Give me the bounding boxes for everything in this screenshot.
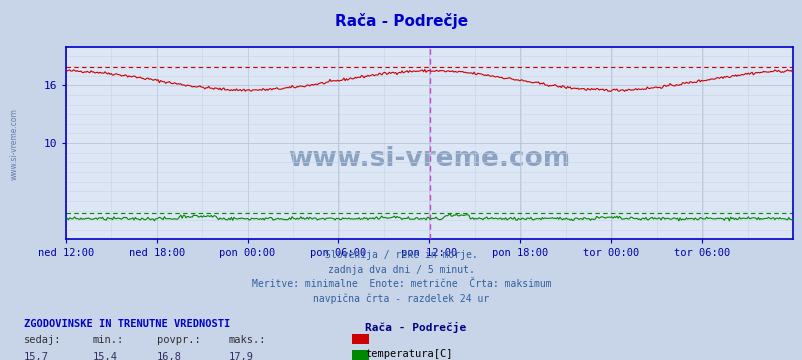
Text: Meritve: minimalne  Enote: metrične  Črta: maksimum: Meritve: minimalne Enote: metrične Črta:… — [251, 279, 551, 289]
Text: 17,9: 17,9 — [229, 352, 253, 360]
Text: Slovenija / reke in morje.: Slovenija / reke in morje. — [325, 250, 477, 260]
Text: 15,7: 15,7 — [24, 352, 49, 360]
Text: www.si-vreme.com: www.si-vreme.com — [288, 145, 569, 171]
Text: povpr.:: povpr.: — [156, 335, 200, 345]
Text: 16,8: 16,8 — [156, 352, 181, 360]
Text: zadnja dva dni / 5 minut.: zadnja dva dni / 5 minut. — [328, 265, 474, 275]
Text: Rača - Podrečje: Rača - Podrečje — [365, 322, 466, 333]
Text: min.:: min.: — [92, 335, 124, 345]
Text: maks.:: maks.: — [229, 335, 266, 345]
Text: ZGODOVINSKE IN TRENUTNE VREDNOSTI: ZGODOVINSKE IN TRENUTNE VREDNOSTI — [24, 319, 230, 329]
Text: temperatura[C]: temperatura[C] — [365, 349, 452, 359]
Text: sedaj:: sedaj: — [24, 335, 62, 345]
Text: navpična črta - razdelek 24 ur: navpična črta - razdelek 24 ur — [313, 293, 489, 304]
Text: 15,4: 15,4 — [92, 352, 117, 360]
Text: Rača - Podrečje: Rača - Podrečje — [334, 13, 468, 28]
Text: www.si-vreme.com: www.si-vreme.com — [10, 108, 18, 180]
